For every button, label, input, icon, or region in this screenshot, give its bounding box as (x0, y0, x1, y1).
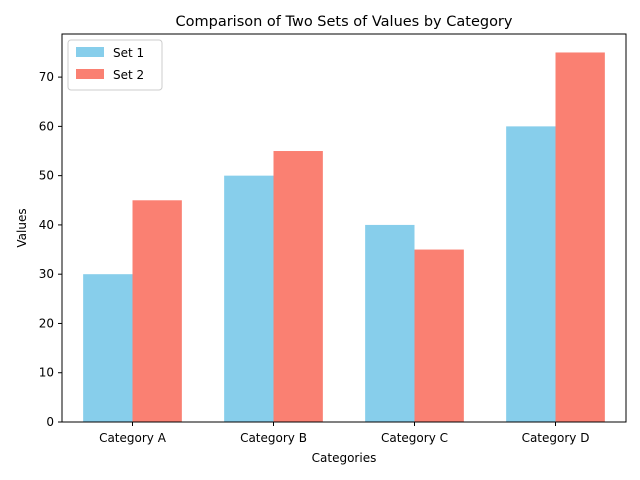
y-tick-label-10: 10 (39, 366, 54, 380)
x-axis-label: Categories (312, 451, 377, 465)
y-tick-label-0: 0 (46, 415, 54, 429)
legend: Set 1 Set 2 (67, 39, 163, 91)
bar-set-2-category-a (132, 200, 182, 422)
x-tick-label-category-d: Category D (522, 431, 590, 445)
bar-set-1-category-d (506, 126, 556, 422)
axes-group (61, 33, 627, 423)
bar-set-2-category-b (273, 151, 323, 422)
y-axis-ticks: 0 10 20 30 40 50 60 70 (39, 70, 62, 429)
bar-set-1-category-a (83, 274, 133, 422)
bar-set-2-category-d (555, 52, 605, 422)
bar-set-1-category-c (365, 224, 415, 422)
bars-group (83, 52, 605, 422)
bar-set-1-category-b (224, 175, 274, 422)
y-tick-label-40: 40 (39, 218, 54, 232)
y-tick-label-50: 50 (39, 169, 54, 183)
y-tick-label-70: 70 (39, 70, 54, 84)
y-tick-label-60: 60 (39, 119, 54, 133)
x-tick-label-category-b: Category B (240, 431, 307, 445)
plot-frame (61, 33, 627, 423)
legend-swatch-set-1 (76, 47, 104, 57)
x-tick-label-category-a: Category A (99, 431, 167, 445)
legend-label-set-2: Set 2 (113, 68, 144, 82)
chart-title: Comparison of Two Sets of Values by Cate… (176, 14, 513, 30)
x-axis-ticks: Category A Category B Category C Category D (99, 422, 589, 445)
legend-swatch-set-2 (76, 69, 104, 79)
y-tick-label-20: 20 (39, 316, 54, 330)
x-tick-label-category-c: Category C (381, 431, 448, 445)
y-tick-label-30: 30 (39, 267, 54, 281)
y-axis-label: Values (15, 208, 29, 247)
bar-set-2-category-c (414, 249, 464, 422)
legend-label-set-1: Set 1 (113, 46, 144, 60)
